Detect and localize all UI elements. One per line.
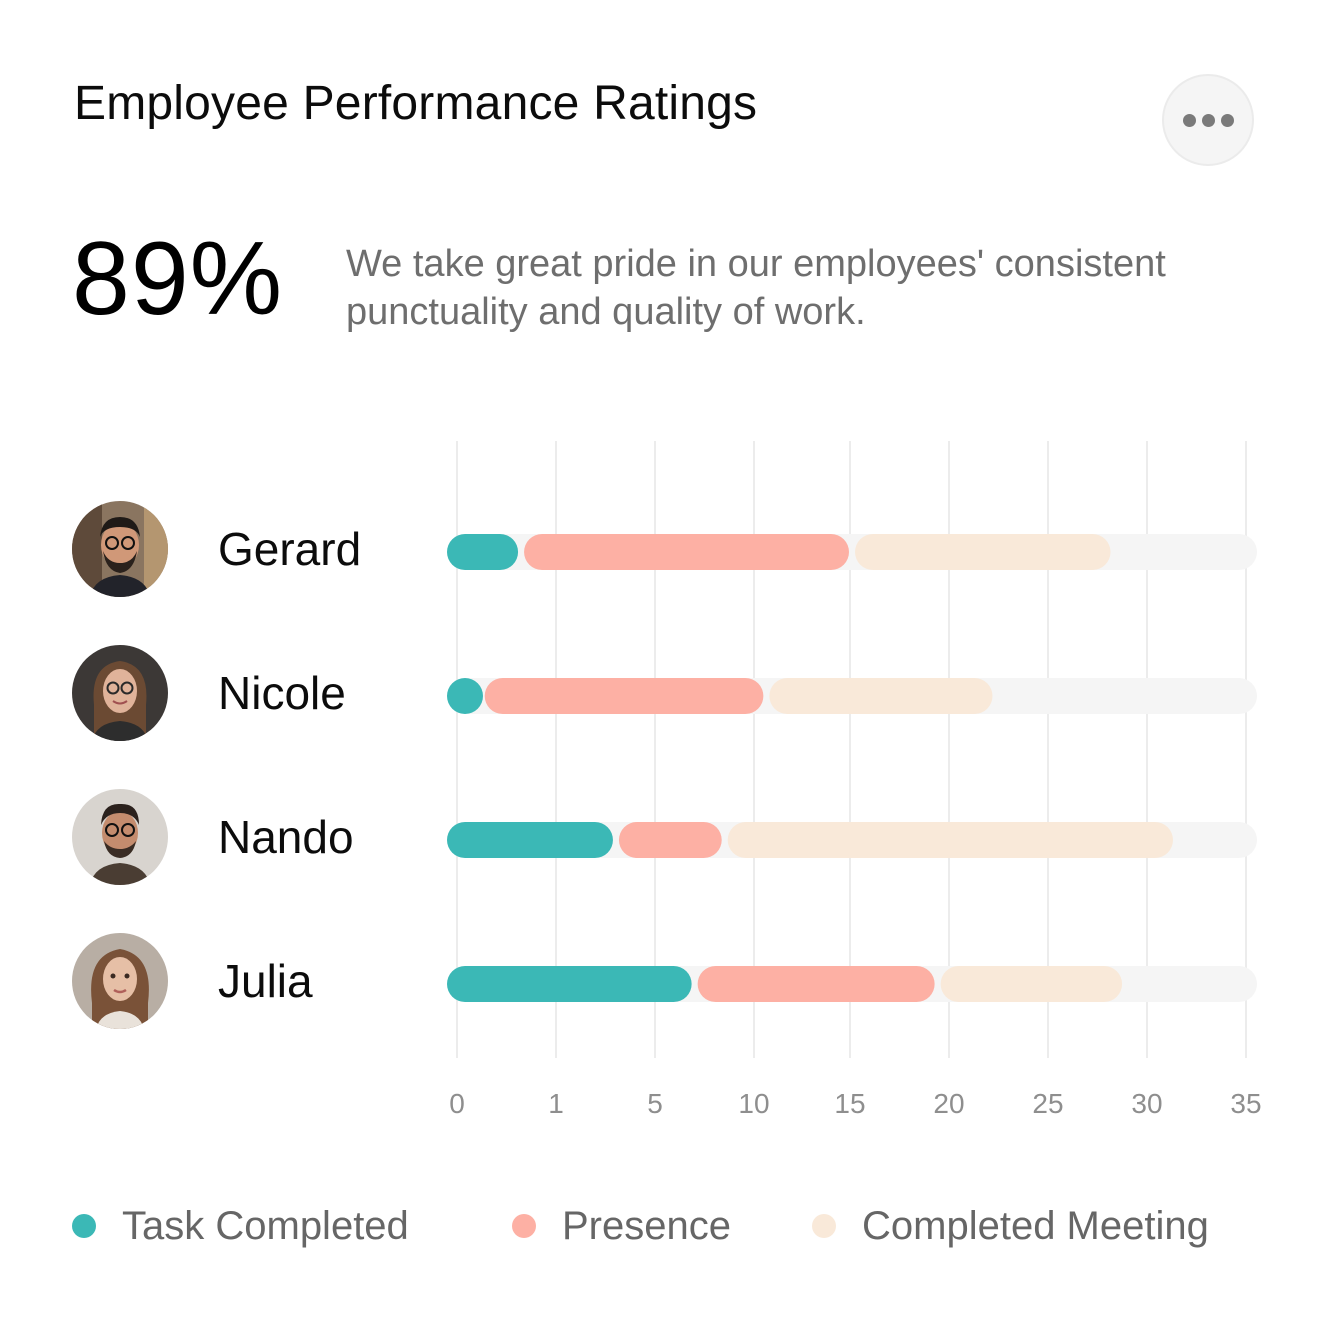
avatar — [72, 789, 168, 885]
avatar — [72, 933, 168, 1029]
bar-completed-meeting — [727, 822, 1173, 858]
summary-description: We take great pride in our employees' co… — [346, 243, 1166, 333]
x-tick-label: 0 — [449, 1088, 465, 1119]
x-tick-label: 5 — [647, 1088, 663, 1119]
bar-presence — [697, 966, 935, 1002]
x-tick-label: 15 — [834, 1088, 865, 1119]
legend-swatch — [512, 1214, 536, 1238]
legend-swatch — [72, 1214, 96, 1238]
bar-completed-meeting — [855, 534, 1111, 570]
bar-task-completed — [447, 534, 519, 570]
legend-item-completed-meeting: Completed Meeting — [812, 1200, 1209, 1252]
employee-name: Nando — [218, 811, 354, 863]
employee-name: Julia — [218, 955, 313, 1007]
bar-presence — [524, 534, 849, 570]
bar-presence — [484, 678, 764, 714]
x-tick-label: 10 — [738, 1088, 769, 1119]
more-horizontal-icon-dot — [1201, 113, 1215, 127]
employee-row-julia: Julia — [72, 933, 313, 1029]
x-tick-label: 1 — [548, 1088, 564, 1119]
bar-completed-meeting — [940, 966, 1123, 1002]
legend-item-presence: Presence — [512, 1200, 731, 1252]
bar-presence — [618, 822, 722, 858]
legend-item-task-completed: Task Completed — [72, 1200, 409, 1252]
legend-swatch — [812, 1214, 836, 1238]
stacked-bar-chart: 0 1 5 10 15 20 25 30 35 — [447, 441, 1262, 1119]
x-tick-label: 25 — [1032, 1088, 1063, 1119]
employee-row-nicole: Nicole — [72, 645, 346, 741]
legend-label: Presence — [562, 1203, 731, 1248]
bar-task-completed — [447, 966, 692, 1002]
employee-row-gerard: Gerard — [72, 501, 361, 597]
page-title: Employee Performance Ratings — [74, 77, 758, 130]
summary-percentage: 89% — [72, 221, 284, 337]
more-horizontal-icon-dot — [1220, 113, 1234, 127]
x-tick-label: 35 — [1230, 1088, 1261, 1119]
more-horizontal-icon — [1182, 113, 1196, 127]
x-tick-label: 30 — [1131, 1088, 1162, 1119]
bar-completed-meeting — [769, 678, 993, 714]
more-options-button[interactable] — [1162, 74, 1254, 166]
x-tick-label: 20 — [933, 1088, 964, 1119]
employee-name: Nicole — [218, 667, 346, 719]
employee-row-nando: Nando — [72, 789, 354, 885]
employee-name: Gerard — [218, 523, 362, 575]
avatar — [72, 645, 168, 741]
bar-task-completed — [447, 822, 613, 858]
legend-label: Task Completed — [122, 1203, 409, 1248]
bar-task-completed — [447, 678, 483, 714]
legend-label: Completed Meeting — [862, 1203, 1209, 1248]
